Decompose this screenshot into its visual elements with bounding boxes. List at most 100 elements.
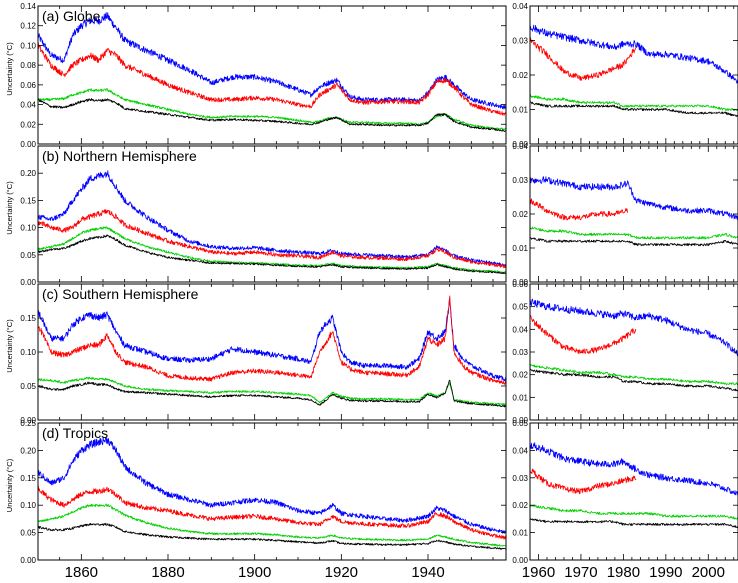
- panel-frame: [37, 283, 507, 421]
- panel-6: 0.00 0.01 0.02 0.03 0.04 0.05 0.06: [512, 280, 738, 425]
- y-tick-label: 0.04: [512, 325, 528, 334]
- panel-title: (c) Southern Hemisphere: [42, 286, 199, 302]
- x-tick-label: 1970: [564, 564, 597, 581]
- y-tick-label: 0.01: [512, 393, 528, 402]
- series-red-line: [530, 468, 637, 495]
- y-tick-label: 0.00: [20, 556, 36, 565]
- series-black-line: [530, 517, 738, 528]
- panel-1: 0.00 0.02 0.04 0.06 0.08 0.10 0.12 0.14 (a) Glob…: [5, 2, 507, 149]
- x-tick-label: 2000: [692, 564, 725, 581]
- y-tick-label: 0.00: [20, 416, 36, 425]
- x-axis-left: 1860 1880 1900 1920 1940: [65, 564, 445, 581]
- y-tick-label: 0.10: [20, 501, 36, 510]
- series-green-line: [530, 94, 738, 111]
- y-tick-label: 0.15: [20, 196, 36, 205]
- series-blue-line: [530, 298, 738, 357]
- panel-frame: [37, 5, 507, 145]
- series-green-line: [38, 376, 506, 406]
- x-tick-label: 1860: [65, 564, 98, 581]
- y-tick-label: 0.01: [512, 244, 528, 253]
- y-tick-label: 0.01: [512, 529, 528, 538]
- series-green-line: [530, 364, 738, 386]
- series-red-line: [38, 485, 506, 540]
- x-tick-label: 1880: [151, 564, 184, 581]
- y-tick-label: 0.00: [512, 416, 528, 425]
- y-tick-label: 0.00: [20, 278, 36, 287]
- y-tick-label: 0.10: [20, 348, 36, 357]
- y-tick-label: 0.15: [20, 474, 36, 483]
- panel-5: 0.00 0.05 0.10 0.15 (c) Southern Hemisphere U…: [5, 283, 507, 425]
- y-tick-label: 0.02: [512, 71, 528, 80]
- y-tick-label: 0.01: [512, 106, 528, 115]
- y-tick-label: 0.02: [20, 120, 36, 129]
- series-green-line: [530, 504, 738, 520]
- y-tick-label: 0.05: [20, 382, 36, 391]
- series-blue-line: [38, 436, 506, 534]
- y-tick-label: 0.10: [20, 224, 36, 233]
- panel-title: (b) Northern Hemisphere: [42, 148, 197, 164]
- y-tick-label: 0.05: [512, 303, 528, 312]
- x-tick-label: 1940: [411, 564, 444, 581]
- panel-frame: [37, 145, 507, 283]
- y-tick-label: 0.06: [512, 280, 528, 289]
- y-tick-label: 0.02: [512, 501, 528, 510]
- x-tick-label: 1980: [607, 564, 640, 581]
- series-green-line: [38, 503, 506, 547]
- panel-frame: [529, 422, 738, 561]
- y-tick-label: 0.02: [512, 210, 528, 219]
- y-axis-label: Uncertainty (°C): [5, 458, 14, 512]
- y-tick-label: 0.20: [20, 446, 36, 455]
- y-axis-label: Uncertainty (°C): [5, 181, 14, 235]
- y-tick-label: 0.05: [20, 529, 36, 538]
- series-blue-line: [38, 298, 506, 382]
- series-blue-line: [530, 24, 738, 84]
- y-tick-label: 0.00: [20, 140, 36, 149]
- series-blue-line: [38, 170, 506, 267]
- panel-7: 0.00 0.05 0.10 0.15 0.20 0.25 (d) Tropics Uncer…: [5, 419, 507, 565]
- series-red-line: [38, 295, 506, 385]
- series-black-line: [38, 98, 506, 132]
- y-axis-label: Uncertainty (°C): [5, 319, 14, 373]
- y-tick-label: 0.02: [512, 371, 528, 380]
- series-blue-line: [530, 176, 738, 220]
- y-tick-label: 0.03: [512, 37, 528, 46]
- panel-3: 0.00 0.05 0.10 0.15 0.20 (b) Northern Hemisph…: [5, 145, 507, 287]
- panel-2: 0.00 0.01 0.02 0.03 0.04: [512, 2, 738, 149]
- panel-8: 0.00 0.01 0.02 0.03 0.04 0.05: [512, 419, 738, 565]
- y-tick-label: 0.15: [20, 314, 36, 323]
- y-tick-label: 0.20: [20, 169, 36, 178]
- series-black-line: [38, 522, 506, 550]
- x-tick-label: 1960: [522, 564, 555, 581]
- series-blue-line: [530, 442, 738, 496]
- series-green-line: [530, 226, 738, 240]
- panel-4: 0.00 0.01 0.02 0.03 0.04: [512, 142, 738, 287]
- panel-frame: [37, 422, 507, 561]
- series-red-line: [38, 42, 506, 116]
- y-tick-label: 0.03: [512, 176, 528, 185]
- y-tick-label: 0.04: [20, 101, 36, 110]
- series-red-line: [530, 315, 637, 355]
- y-tick-label: 0.00: [512, 278, 528, 287]
- y-tick-label: 0.12: [20, 22, 36, 31]
- series-green-line: [38, 88, 506, 131]
- y-tick-label: 0.00: [512, 556, 528, 565]
- y-tick-label: 0.05: [512, 419, 528, 428]
- panel-title: (d) Tropics: [42, 425, 108, 441]
- panel-frame: [529, 5, 738, 145]
- y-tick-label: 0.08: [20, 61, 36, 70]
- x-axis-right: 1960 1970 1980 1990 2000: [522, 564, 725, 581]
- panel-frame: [529, 283, 738, 421]
- series-black-line: [530, 101, 738, 117]
- series-red-line: [38, 209, 506, 269]
- panel-title: (a) Globe: [42, 8, 101, 24]
- y-tick-label: 0.03: [512, 474, 528, 483]
- y-tick-label: 0.05: [20, 251, 36, 260]
- panels: 0.00 0.02 0.04 0.06 0.08 0.10 0.12 0.14 (a) Glob…: [5, 2, 738, 565]
- y-tick-label: 0.06: [20, 81, 36, 90]
- x-tick-label: 1920: [325, 564, 358, 581]
- series-black-line: [530, 368, 738, 392]
- series-green-line: [38, 226, 506, 274]
- y-tick-label: 0.04: [512, 2, 528, 11]
- series-blue-line: [38, 12, 506, 110]
